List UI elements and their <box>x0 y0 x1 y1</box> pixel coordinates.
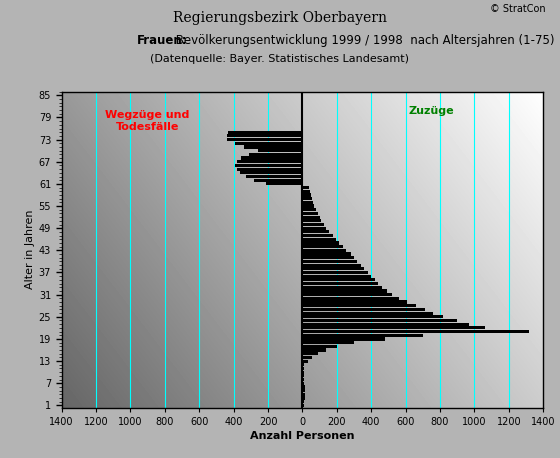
Bar <box>244 145 302 148</box>
Bar <box>302 300 407 304</box>
Bar <box>235 142 302 145</box>
Bar <box>302 245 343 248</box>
Bar <box>302 311 433 315</box>
Bar <box>302 249 346 252</box>
Bar <box>302 252 351 256</box>
Bar <box>302 352 318 355</box>
Bar <box>302 271 368 274</box>
Bar <box>302 338 385 340</box>
Y-axis label: Alter in Jahren: Alter in Jahren <box>25 210 35 289</box>
Bar <box>302 197 312 200</box>
Bar <box>302 275 371 278</box>
Bar <box>302 234 333 237</box>
Bar <box>249 153 302 156</box>
Bar <box>302 319 457 322</box>
Bar <box>302 212 318 215</box>
Bar <box>302 293 392 296</box>
X-axis label: Anzahl Personen: Anzahl Personen <box>250 431 354 441</box>
Bar <box>302 400 305 403</box>
Bar <box>302 186 309 189</box>
Bar <box>266 182 302 185</box>
Bar <box>302 360 307 363</box>
Text: Frauen:: Frauen: <box>137 34 188 47</box>
Bar <box>302 282 378 285</box>
Bar <box>302 374 304 377</box>
Text: © StratCon: © StratCon <box>491 4 546 14</box>
Bar <box>235 164 302 167</box>
Bar <box>302 219 321 223</box>
Bar <box>302 286 381 289</box>
Bar <box>302 397 305 399</box>
Bar <box>302 304 416 307</box>
Bar <box>302 260 357 263</box>
Bar <box>302 334 423 337</box>
Bar <box>237 168 302 171</box>
Bar <box>302 204 315 207</box>
Bar <box>302 267 365 270</box>
Bar <box>302 315 444 318</box>
Bar <box>302 389 305 392</box>
Bar <box>302 378 304 381</box>
Bar <box>302 367 304 370</box>
Bar <box>241 157 302 160</box>
Bar <box>240 171 302 174</box>
Bar <box>302 345 337 348</box>
Text: Zuzüge: Zuzüge <box>409 106 454 116</box>
Text: Wegzüge und
Todesfälle: Wegzüge und Todesfälle <box>105 110 190 132</box>
Bar <box>302 308 424 311</box>
Bar <box>258 149 302 152</box>
Bar <box>227 138 302 141</box>
Bar <box>302 393 305 396</box>
Bar <box>302 263 361 267</box>
Bar <box>302 363 305 366</box>
Bar <box>302 256 354 259</box>
Text: Regierungsbezirk Oberbayern: Regierungsbezirk Oberbayern <box>173 11 387 26</box>
Bar <box>302 241 339 245</box>
Bar <box>302 382 305 385</box>
Bar <box>237 160 302 164</box>
Bar <box>228 131 302 134</box>
Bar <box>302 385 305 388</box>
Bar <box>302 322 469 326</box>
Bar <box>302 223 324 226</box>
Bar <box>302 238 336 241</box>
Bar <box>302 216 320 218</box>
Bar <box>302 371 304 374</box>
Bar <box>302 227 326 230</box>
Bar <box>227 134 302 137</box>
Bar <box>302 326 485 329</box>
Bar <box>302 230 329 234</box>
Bar <box>302 190 310 193</box>
Bar <box>246 175 302 178</box>
Bar <box>302 297 399 300</box>
Text: Bevölkerungsentwicklung 1999 / 1998  nach Altersjahren (1-75): Bevölkerungsentwicklung 1999 / 1998 nach… <box>172 34 554 47</box>
Bar <box>302 349 326 352</box>
Bar <box>302 289 386 293</box>
Bar <box>302 193 311 196</box>
Bar <box>302 341 354 344</box>
Text: (Datenquelle: Bayer. Statistisches Landesamt): (Datenquelle: Bayer. Statistisches Lande… <box>151 54 409 64</box>
Bar <box>254 179 302 182</box>
Bar <box>302 208 316 211</box>
Bar <box>302 404 304 407</box>
Bar <box>302 278 375 282</box>
Bar <box>302 356 312 359</box>
Bar <box>302 201 313 204</box>
Bar <box>302 330 529 333</box>
